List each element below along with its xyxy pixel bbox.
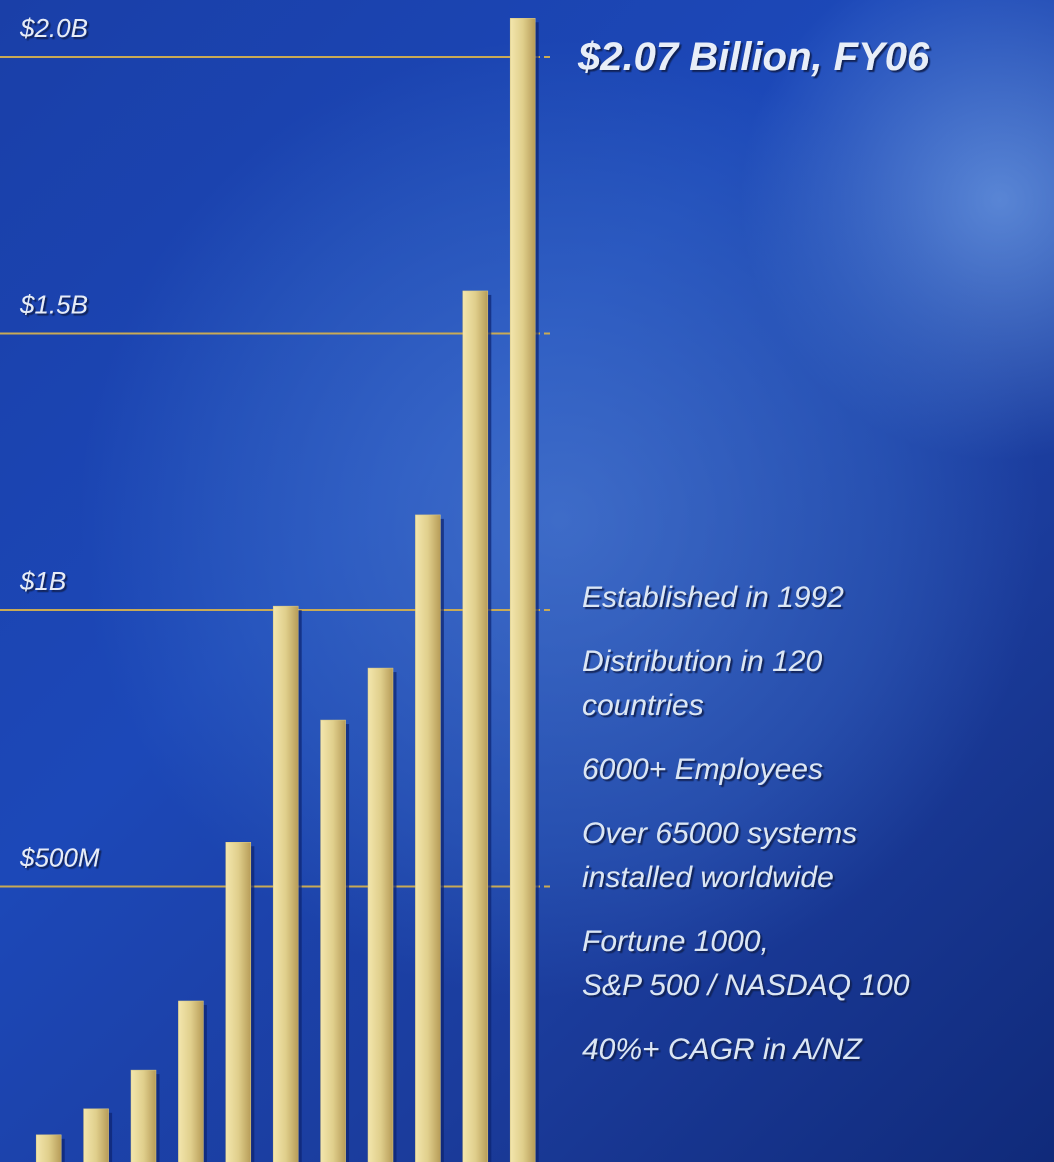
bullet-text: installed worldwide	[582, 861, 834, 894]
bullet-text: Over 65000 systems	[582, 817, 857, 850]
bar	[35, 1134, 62, 1162]
bullet-text: countries	[582, 689, 704, 722]
bar	[83, 1108, 109, 1162]
bullet-text: Fortune 1000,	[582, 925, 769, 958]
bullet-text: Established in 1992	[582, 581, 844, 614]
bar	[462, 290, 489, 1162]
chart-title: $2.07 Billion, FY06	[577, 35, 930, 79]
bar	[509, 18, 536, 1162]
bar	[225, 842, 252, 1162]
y-tick-label: $1.5B	[19, 290, 88, 320]
bar	[320, 719, 346, 1162]
y-tick-label: $2.0B	[19, 13, 88, 43]
y-tick-label: $1B	[19, 566, 66, 596]
bar	[415, 514, 441, 1162]
bullet-text: 6000+ Employees	[582, 753, 823, 786]
bar	[130, 1069, 157, 1162]
bullet-text: Distribution in 120	[582, 645, 822, 678]
bar	[178, 1000, 204, 1162]
bar	[367, 667, 394, 1162]
bullet-text: S&P 500 / NASDAQ 100	[582, 969, 910, 1002]
bar	[272, 605, 299, 1162]
bullet-text: 40%+ CAGR in A/NZ	[582, 1033, 863, 1066]
y-tick-label: $500M	[19, 843, 100, 873]
